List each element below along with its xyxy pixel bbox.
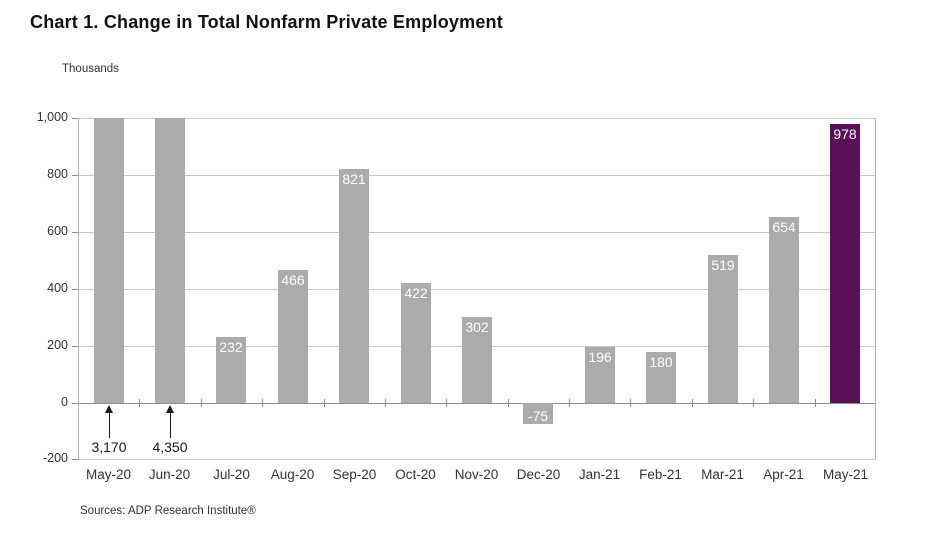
gridline bbox=[78, 175, 876, 176]
bar-aug-20: 466 bbox=[278, 270, 308, 403]
x-axis-tick bbox=[446, 399, 447, 407]
gridline bbox=[78, 232, 876, 233]
x-axis-category-label: Jan-21 bbox=[578, 467, 621, 482]
annotation-value-label: 3,170 bbox=[91, 439, 127, 455]
bar-value-label: 180 bbox=[649, 354, 673, 370]
bar-oct-20: 422 bbox=[401, 283, 431, 403]
x-axis-tick bbox=[692, 399, 693, 407]
plot-area: 232 466 821 422 302 -75 196 180 519 654 978 3,170 4,… bbox=[78, 118, 876, 460]
y-axis-tick bbox=[72, 459, 78, 460]
bar-value-label: 302 bbox=[465, 319, 489, 335]
bar-dec-20: -75 bbox=[523, 403, 553, 424]
x-axis-tick bbox=[201, 399, 202, 407]
bar-jun-20 bbox=[155, 118, 185, 403]
bar-apr-21: 654 bbox=[769, 217, 799, 403]
bar-mar-21: 519 bbox=[708, 255, 738, 403]
bar-may-20 bbox=[94, 118, 124, 403]
bar-value-label: 519 bbox=[711, 257, 735, 273]
x-axis-category-label: Dec-20 bbox=[516, 467, 561, 482]
y-axis-units-label: Thousands bbox=[62, 63, 119, 75]
bar-jan-21: 196 bbox=[585, 347, 615, 403]
bar-value-label: 466 bbox=[281, 272, 305, 288]
gridline bbox=[78, 459, 876, 460]
plot-left-edge bbox=[78, 118, 79, 460]
bar-nov-20: 302 bbox=[462, 317, 492, 403]
annotation-value-label: 4,350 bbox=[152, 439, 188, 455]
arrow-shaft bbox=[109, 412, 110, 438]
x-axis-tick bbox=[569, 399, 570, 407]
x-axis-tick bbox=[139, 399, 140, 407]
bar-value-label: 422 bbox=[404, 285, 428, 301]
plot-right-edge bbox=[875, 118, 876, 460]
bar-feb-21: 180 bbox=[646, 352, 676, 403]
arrow-up-icon bbox=[166, 405, 174, 413]
bar-value-label: 232 bbox=[219, 339, 243, 355]
y-axis-tick-label: 0 bbox=[61, 395, 68, 409]
y-axis-tick bbox=[72, 289, 78, 290]
y-axis-tick bbox=[72, 403, 78, 404]
x-axis-category-label: May-21 bbox=[822, 467, 868, 482]
y-axis-tick bbox=[72, 118, 78, 119]
y-axis-tick-label: 200 bbox=[47, 338, 68, 352]
bar-value-label: 196 bbox=[588, 349, 612, 365]
x-axis-tick bbox=[262, 399, 263, 407]
y-axis-tick-label: 1,000 bbox=[36, 110, 68, 124]
x-axis-tick bbox=[630, 399, 631, 407]
x-axis-category-label: Sep-20 bbox=[332, 467, 377, 482]
bar-jul-20: 232 bbox=[216, 337, 246, 403]
annotation-arrow-group: 4,350 bbox=[140, 405, 200, 457]
x-axis-category-label: Nov-20 bbox=[454, 467, 499, 482]
x-axis-category-label: Jun-20 bbox=[148, 467, 191, 482]
x-axis-category-label: Aug-20 bbox=[270, 467, 315, 482]
bar-value-label: 821 bbox=[342, 171, 366, 187]
y-axis-tick-label: -200 bbox=[42, 451, 68, 465]
x-axis-category-label: Mar-21 bbox=[701, 467, 744, 482]
bar-sep-20: 821 bbox=[339, 169, 369, 403]
arrow-up-icon bbox=[105, 405, 113, 413]
arrow-shaft bbox=[170, 412, 171, 438]
annotation-arrow-group: 3,170 bbox=[79, 405, 139, 457]
x-axis-category-label: Apr-21 bbox=[763, 467, 804, 482]
y-axis-tick-label: 600 bbox=[47, 224, 68, 238]
gridline bbox=[78, 289, 876, 290]
x-axis-tick bbox=[508, 399, 509, 407]
x-axis-tick bbox=[753, 399, 754, 407]
gridline bbox=[78, 118, 876, 119]
x-axis-category-label: May-20 bbox=[85, 467, 131, 482]
bar-value-label: 654 bbox=[772, 219, 796, 235]
y-axis-tick-label: 400 bbox=[47, 281, 68, 295]
x-axis-tick bbox=[815, 399, 816, 407]
y-axis-tick-label: 800 bbox=[47, 167, 68, 181]
x-axis-tick bbox=[385, 399, 386, 407]
bar-may-21: 978 bbox=[830, 124, 860, 403]
x-axis-tick bbox=[324, 399, 325, 407]
zero-gridline bbox=[78, 403, 876, 404]
y-axis-tick bbox=[72, 346, 78, 347]
y-axis-tick bbox=[72, 232, 78, 233]
y-axis-tick bbox=[72, 175, 78, 176]
x-axis-category-label: Jul-20 bbox=[213, 467, 250, 482]
x-axis-category-label: Feb-21 bbox=[639, 467, 682, 482]
bar-value-label: -75 bbox=[527, 408, 549, 424]
source-note: Sources: ADP Research Institute® bbox=[80, 505, 256, 517]
bar-value-label: 978 bbox=[833, 126, 857, 142]
chart-title: Chart 1. Change in Total Nonfarm Private… bbox=[30, 12, 503, 32]
x-axis-category-label: Oct-20 bbox=[395, 467, 436, 482]
